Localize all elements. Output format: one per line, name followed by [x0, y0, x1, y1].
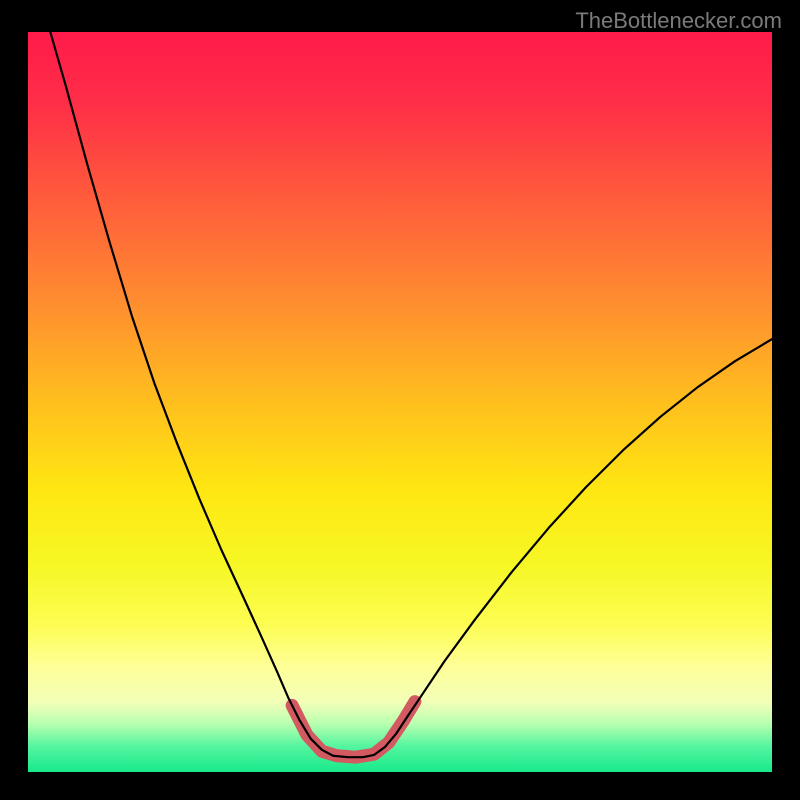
chart-background	[28, 32, 772, 772]
chart-frame: TheBottlenecker.com	[0, 0, 800, 800]
watermark-text: TheBottlenecker.com	[575, 8, 782, 34]
plot-area	[28, 32, 772, 772]
chart-svg	[28, 32, 772, 772]
